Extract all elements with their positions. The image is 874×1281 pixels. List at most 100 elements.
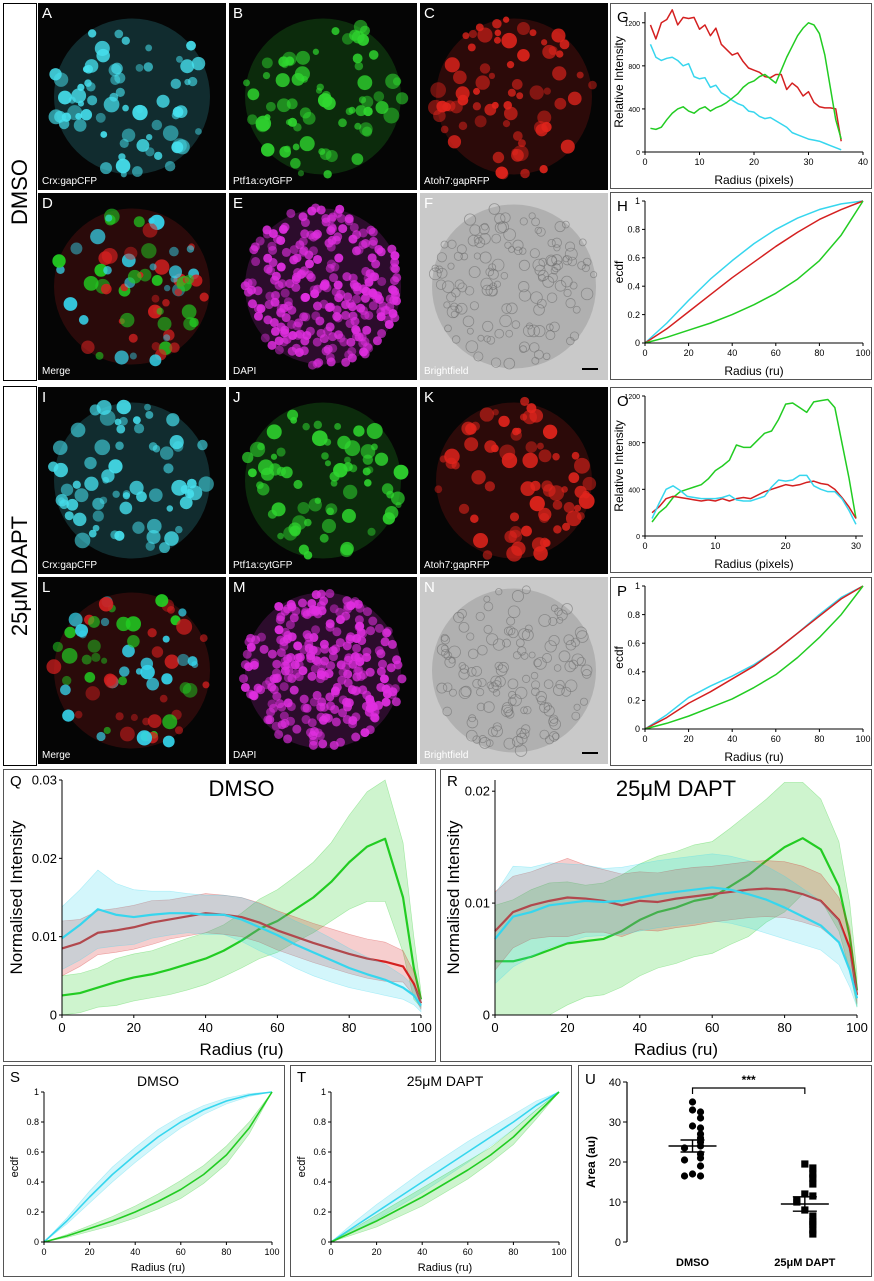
cell-outline bbox=[436, 682, 448, 694]
cell-signal bbox=[74, 710, 83, 719]
cell-outline bbox=[491, 680, 502, 691]
cell-outline bbox=[539, 729, 550, 740]
cell-signal bbox=[133, 216, 145, 228]
cell-signal bbox=[159, 694, 168, 703]
cell-signal bbox=[453, 70, 467, 85]
cell-signal bbox=[292, 253, 302, 263]
panel-letter-b: B bbox=[233, 5, 244, 22]
cell-signal bbox=[536, 442, 544, 450]
cell-signal bbox=[326, 242, 336, 252]
series-line-red bbox=[651, 480, 857, 519]
cell-outline bbox=[503, 737, 516, 750]
cell-signal bbox=[286, 208, 296, 218]
cell-signal bbox=[346, 337, 356, 347]
cell-signal bbox=[283, 673, 293, 683]
cell-outline bbox=[466, 716, 479, 729]
cell-signal bbox=[503, 101, 513, 110]
data-point bbox=[801, 1190, 809, 1198]
cell-signal bbox=[393, 464, 409, 480]
cell-outline bbox=[533, 658, 542, 668]
cell-signal bbox=[350, 652, 360, 662]
cell-signal bbox=[303, 550, 313, 560]
micrograph-m: M DAPI bbox=[229, 577, 417, 764]
y-axis-label: Relative Intensity bbox=[612, 420, 626, 511]
cell-signal bbox=[292, 321, 302, 331]
cell-signal bbox=[48, 461, 59, 472]
series-band-cyan bbox=[61, 869, 422, 1013]
cell-outline bbox=[471, 665, 482, 677]
cell-outline bbox=[549, 321, 560, 333]
cell-signal bbox=[571, 451, 580, 460]
cell-signal bbox=[388, 285, 398, 295]
cell-outline bbox=[479, 233, 491, 245]
cell-signal bbox=[100, 162, 112, 175]
cell-signal bbox=[353, 425, 365, 437]
cell-signal bbox=[512, 131, 523, 141]
cell-signal bbox=[306, 607, 316, 617]
cell-outline bbox=[466, 632, 475, 641]
cell-signal bbox=[266, 707, 276, 717]
cell-outline bbox=[533, 303, 545, 316]
micrograph-caption: DAPI bbox=[233, 366, 257, 377]
cell-signal bbox=[164, 160, 176, 172]
cell-outline bbox=[539, 702, 551, 713]
cell-signal bbox=[280, 222, 290, 232]
cell-signal bbox=[293, 641, 303, 651]
cell-signal bbox=[498, 168, 509, 180]
y-tick-label: 0.02 bbox=[465, 784, 490, 799]
cell-outline bbox=[458, 622, 470, 633]
cell-signal bbox=[312, 690, 322, 700]
cell-signal bbox=[326, 226, 336, 236]
cell-outline bbox=[507, 678, 519, 690]
chart-title: 25μM DAPT bbox=[616, 776, 736, 801]
cell-outline bbox=[448, 656, 456, 664]
data-point bbox=[696, 1114, 705, 1122]
cell-signal bbox=[302, 330, 312, 340]
panel-letter-l: L bbox=[42, 579, 51, 596]
cell-signal bbox=[578, 493, 595, 509]
cell-signal bbox=[390, 313, 400, 323]
cell-signal bbox=[283, 301, 293, 311]
cell-signal bbox=[274, 601, 284, 611]
cell-signal bbox=[309, 736, 319, 746]
y-tick-label: 0.4 bbox=[627, 667, 640, 677]
cell-signal bbox=[169, 342, 180, 353]
cell-signal bbox=[361, 266, 371, 276]
cell-signal bbox=[174, 288, 183, 296]
y-tick-label: 0.8 bbox=[26, 1117, 39, 1127]
cell-outline bbox=[476, 702, 486, 712]
cell-signal bbox=[464, 437, 479, 452]
data-point bbox=[793, 1198, 801, 1206]
cell-outline bbox=[503, 228, 516, 241]
cell-signal bbox=[568, 472, 580, 484]
cell-signal bbox=[88, 529, 97, 538]
cell-signal bbox=[268, 229, 278, 239]
cell-signal bbox=[240, 682, 250, 692]
cell-signal bbox=[288, 330, 298, 340]
scale-bar bbox=[582, 752, 598, 754]
cell-signal bbox=[262, 71, 271, 80]
cell-signal bbox=[151, 646, 164, 658]
panel-letter-j: J bbox=[233, 389, 241, 406]
cell-signal bbox=[301, 715, 311, 725]
cell-signal bbox=[295, 329, 305, 339]
micrograph-c-image bbox=[428, 16, 597, 180]
series-band-cyan bbox=[43, 1091, 273, 1243]
cell-signal bbox=[78, 630, 87, 639]
panel-letter-r: R bbox=[447, 773, 458, 790]
cell-signal bbox=[341, 33, 354, 45]
x-tick-label: 60 bbox=[463, 1247, 473, 1257]
cell-signal bbox=[122, 104, 129, 112]
y-axis-label: ecdf bbox=[9, 1156, 21, 1178]
cell-signal bbox=[290, 158, 301, 169]
cell-outline bbox=[480, 277, 493, 291]
cell-signal bbox=[83, 275, 99, 291]
cell-signal bbox=[388, 687, 398, 697]
cell-outline bbox=[457, 608, 467, 619]
cell-signal bbox=[62, 675, 72, 686]
cell-outline bbox=[580, 287, 594, 301]
cell-signal bbox=[299, 136, 315, 152]
cell-signal bbox=[504, 530, 517, 543]
cell-outline bbox=[562, 220, 570, 229]
cell-outline bbox=[555, 679, 565, 690]
